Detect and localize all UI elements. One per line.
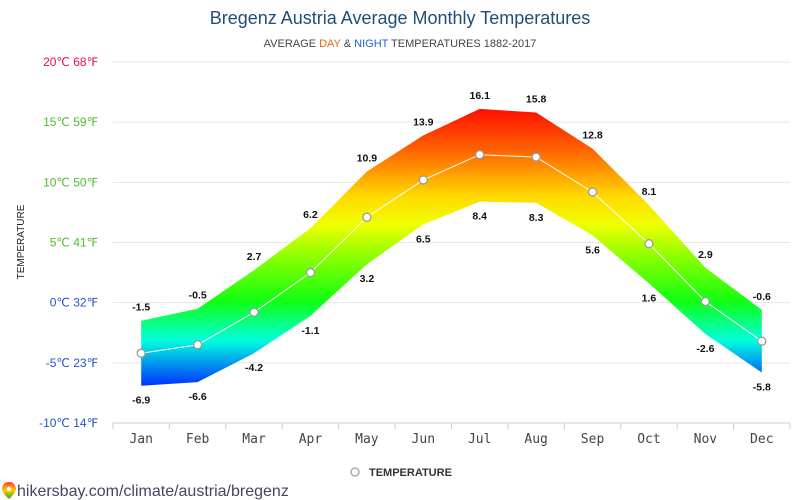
x-tick-label: Jun	[412, 432, 435, 447]
y-tick-label: 5℃ 41℉	[50, 236, 98, 250]
night-value-label: 8.3	[529, 212, 544, 224]
night-value-label: 5.6	[585, 244, 600, 256]
x-tick-label: Oct	[637, 432, 660, 447]
x-tick-label: Jan	[129, 432, 152, 447]
day-value-label: 2.9	[698, 249, 713, 261]
x-tick-label: May	[355, 432, 379, 447]
temperature-point[interactable]	[136, 348, 146, 358]
temperature-point[interactable]	[305, 267, 316, 278]
day-value-label: 12.8	[582, 130, 603, 142]
temperature-point[interactable]	[418, 175, 428, 185]
night-value-label: -5.8	[753, 381, 771, 393]
subtitle-night: NIGHT	[354, 38, 389, 50]
y-tick-label: 0℃ 32℉	[50, 296, 98, 310]
day-value-label: 6.2	[303, 209, 318, 221]
x-tick-label: Apr	[299, 432, 323, 447]
y-axis-ticks: 20℃ 68℉ 15℃ 59℉ 10℃ 50℉ 5℃ 41℉ 0℃ 32℉ -5℃ 23℉…	[39, 55, 98, 430]
x-tick-label: Feb	[186, 432, 210, 447]
temperature-point[interactable]	[249, 307, 259, 317]
y-tick-label: 20℃ 68℉	[43, 55, 98, 69]
day-value-label: -0.5	[189, 290, 207, 302]
legend[interactable]: TEMPERATURE	[350, 467, 452, 479]
subtitle-suffix: TEMPERATURES 1882-2017	[388, 38, 536, 50]
chart-title: Bregenz Austria Average Monthly Temperat…	[210, 8, 591, 28]
temperature-point[interactable]	[192, 340, 203, 350]
temperature-line	[141, 154, 763, 354]
y-tick-label: 15℃ 59℉	[43, 115, 98, 129]
location-pin-dot	[6, 486, 12, 492]
temperature-point[interactable]	[700, 296, 711, 307]
day-value-label: 10.9	[357, 153, 378, 165]
day-night-band	[141, 108, 762, 386]
x-tick-label: Mar	[242, 432, 266, 447]
subtitle-day: DAY	[319, 38, 341, 50]
night-value-label: -1.1	[301, 325, 319, 337]
night-value-label: -6.9	[132, 395, 150, 407]
temperature-point[interactable]	[644, 239, 654, 249]
night-value-label: -2.6	[696, 343, 714, 355]
x-axis-ticks: Jan Feb Mar Apr May Jun Jul Aug Sep Oct Nov Dec	[112, 423, 791, 447]
night-value-label: 8.4	[472, 211, 487, 223]
day-value-label: 13.9	[413, 116, 434, 128]
temperature-points	[136, 150, 767, 358]
temperature-point[interactable]	[757, 336, 767, 346]
y-tick-label: -5℃ 23℉	[46, 356, 98, 370]
day-value-label: 8.1	[642, 186, 657, 198]
source-link[interactable]: hikersbay.com/climate/austria/bregenz	[2, 482, 289, 500]
day-value-label: -1.5	[132, 302, 150, 314]
temperature-point[interactable]	[362, 212, 372, 222]
legend-marker	[350, 467, 360, 477]
chart-subtitle: AVERAGE DAY & NIGHT TEMPERATURES 1882-20…	[264, 38, 537, 50]
x-tick-label: Sep	[581, 432, 605, 447]
night-value-label: 1.6	[642, 292, 657, 304]
temperature-point[interactable]	[475, 150, 485, 160]
day-value-label: 16.1	[469, 90, 490, 102]
night-value-label: 6.5	[416, 233, 431, 245]
night-value-label: 3.2	[360, 273, 375, 285]
day-value-label: 2.7	[247, 251, 262, 263]
temperature-point[interactable]	[531, 152, 541, 162]
day-value-label: 15.8	[526, 94, 547, 106]
subtitle-mid: &	[341, 38, 354, 50]
y-tick-label: 10℃ 50℉	[43, 175, 98, 189]
x-tick-label: Dec	[750, 432, 773, 447]
x-tick-label: Nov	[694, 432, 718, 447]
day-value-label: -0.6	[753, 291, 771, 303]
subtitle-prefix: AVERAGE	[264, 38, 319, 50]
night-value-label: -4.2	[245, 362, 263, 374]
source-url: hikersbay.com/climate/austria/bregenz	[17, 483, 289, 500]
legend-label: TEMPERATURE	[369, 467, 452, 479]
y-axis-label: TEMPERATURE	[16, 204, 27, 279]
x-tick-label: Aug	[524, 432, 547, 447]
y-tick-label: -10℃ 14℉	[39, 416, 98, 430]
data-labels: -1.5 -0.5 2.7 6.2 10.9 13.9 16.1 15.8 12.8 8.1 2.9…	[132, 90, 771, 407]
night-value-label: -6.6	[189, 391, 207, 403]
x-tick-label: Jul	[468, 432, 491, 447]
temperature-point[interactable]	[587, 187, 598, 197]
